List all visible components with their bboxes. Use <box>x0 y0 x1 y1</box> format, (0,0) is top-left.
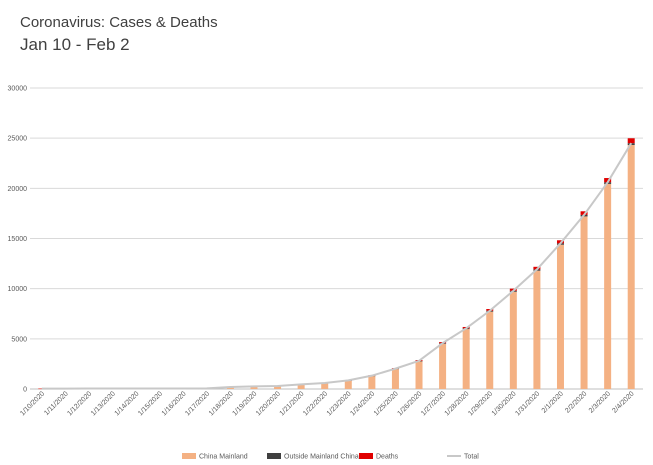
bar-china-mainland <box>462 329 470 389</box>
x-tick-label: 1/13/2020 <box>90 390 117 417</box>
x-tick-label: 1/26/2020 <box>396 390 423 417</box>
total-line-layer <box>41 142 633 390</box>
y-tick-label: 20000 <box>8 186 28 193</box>
bar-deaths <box>627 138 635 144</box>
legend-label: Total <box>464 454 479 461</box>
y-tick-label: 10000 <box>8 286 28 293</box>
bar-china-mainland <box>321 383 329 389</box>
chart-subtitle: Jan 10 - Feb 2 <box>20 35 130 54</box>
y-tick-label: 5000 <box>11 336 27 343</box>
bar-china-mainland <box>580 216 588 389</box>
x-tick-label: 1/12/2020 <box>66 390 93 417</box>
bar-china-mainland <box>509 291 517 389</box>
bar-deaths <box>604 178 612 183</box>
x-tick-label: 1/16/2020 <box>161 390 188 417</box>
x-tick-label: 2/2/2020 <box>564 390 588 414</box>
x-tick-label: 1/31/2020 <box>514 390 541 417</box>
x-tick-label: 1/21/2020 <box>279 390 306 417</box>
legend-swatch-china-mainland <box>182 453 196 459</box>
y-tick-label: 0 <box>23 387 27 394</box>
bar-china-mainland <box>368 376 376 389</box>
x-tick-label: 2/4/2020 <box>611 390 635 414</box>
bars <box>38 138 635 390</box>
x-tick-label: 1/25/2020 <box>373 390 400 417</box>
bar-china-mainland <box>274 386 282 389</box>
x-tick-label: 1/23/2020 <box>326 390 353 417</box>
legend-swatch-outside-mainland-china <box>267 453 281 459</box>
x-tick-label: 1/24/2020 <box>349 390 376 417</box>
legend-label: Deaths <box>376 454 399 461</box>
gridlines <box>30 87 643 390</box>
bar-china-mainland <box>486 311 494 389</box>
bar-china-mainland <box>297 384 305 389</box>
y-tick-label: 15000 <box>8 236 28 243</box>
legend-label: Outside Mainland China <box>284 454 359 461</box>
x-tick-label: 1/18/2020 <box>208 390 235 417</box>
bar-china-mainland <box>344 380 352 389</box>
total-line <box>41 142 633 390</box>
bar-china-mainland <box>604 183 612 389</box>
chart-title: Coronavirus: Cases & Deaths <box>20 14 218 31</box>
x-tick-label: 1/29/2020 <box>467 390 494 417</box>
bar-china-mainland <box>250 386 258 389</box>
x-tick-label: 1/19/2020 <box>231 390 258 417</box>
x-tick-label: 2/3/2020 <box>588 390 612 414</box>
legend: China Mainland Outside Mainland China Deat… <box>182 453 479 461</box>
bar-deaths <box>580 211 588 215</box>
bar-china-mainland <box>556 244 564 389</box>
y-axis-ticks: 0 5000 10000 15000 20000 25000 30000 <box>8 86 28 394</box>
legend-swatch-deaths <box>359 453 373 459</box>
x-tick-label: 1/17/2020 <box>184 390 211 417</box>
x-tick-label: 1/20/2020 <box>255 390 282 417</box>
bar-china-mainland <box>415 361 423 389</box>
legend-label: China Mainland <box>199 454 248 461</box>
bar-china-mainland <box>226 386 234 389</box>
x-tick-label: 1/15/2020 <box>137 390 164 417</box>
y-tick-label: 25000 <box>8 136 28 143</box>
bar-china-mainland <box>627 144 635 389</box>
x-tick-label: 1/22/2020 <box>302 390 329 417</box>
x-tick-label: 1/27/2020 <box>420 390 447 417</box>
x-tick-label: 1/14/2020 <box>114 390 141 417</box>
bar-china-mainland <box>439 343 447 389</box>
x-axis-ticks: 1/10/20201/11/20201/12/20201/13/20201/14… <box>19 390 635 417</box>
bar-china-mainland <box>533 270 541 389</box>
x-tick-label: 2/1/2020 <box>541 390 565 414</box>
y-tick-label: 30000 <box>8 86 28 93</box>
bar-china-mainland <box>391 369 399 389</box>
x-tick-label: 1/10/2020 <box>19 390 46 417</box>
x-tick-label: 1/28/2020 <box>444 390 471 417</box>
x-tick-label: 1/30/2020 <box>491 390 518 417</box>
